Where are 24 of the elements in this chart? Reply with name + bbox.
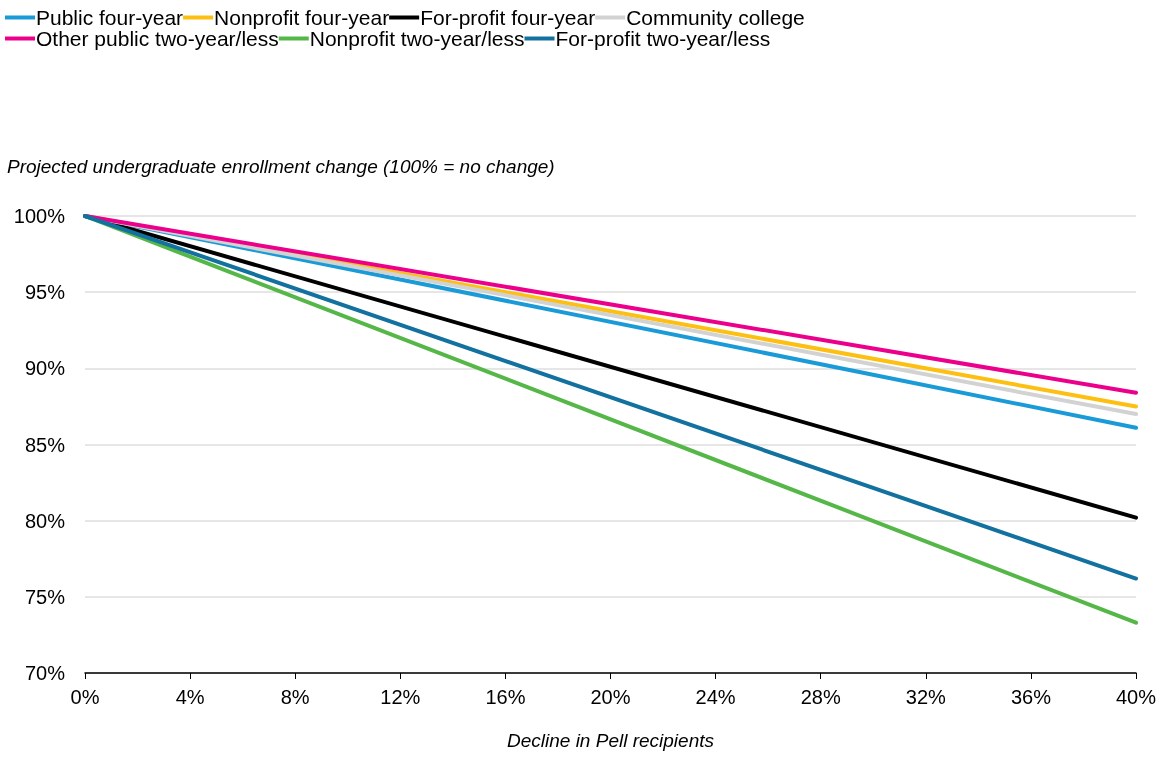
y-tick-label: 75% [24, 585, 66, 608]
x-tick-label: 28% [800, 686, 841, 708]
y-axis-title: Projected undergraduate enrollment change (100% = no change) [7, 156, 555, 177]
x-tick-label: 24% [695, 686, 736, 708]
x-tick-label: 36% [1010, 686, 1052, 708]
x-tick-label: 20% [590, 686, 631, 708]
x-tick-label: 4% [175, 686, 205, 708]
y-tick-label: 80% [24, 509, 66, 532]
y-tick-label: 100% [13, 205, 66, 227]
y-tick-label: 95% [24, 281, 66, 304]
x-tick-label: 0% [70, 686, 100, 708]
x-axis-title: Decline in Pell recipients [507, 730, 715, 751]
x-tick-label: 12% [380, 686, 421, 708]
y-tick-label: 85% [24, 433, 66, 456]
x-tick-label: 16% [485, 686, 526, 708]
legend-label: For-profit four-year [420, 6, 596, 29]
y-tick-label: 70% [24, 662, 66, 684]
legend-label: Public four-year [36, 6, 184, 29]
x-tick-label: 8% [280, 686, 310, 708]
x-tick-label: 32% [905, 686, 947, 708]
legend-label: Community college [626, 6, 805, 29]
x-tick-label: 40% [1115, 686, 1157, 708]
legend-label: Nonprofit four-year [214, 6, 390, 29]
y-tick-label: 90% [24, 357, 66, 380]
